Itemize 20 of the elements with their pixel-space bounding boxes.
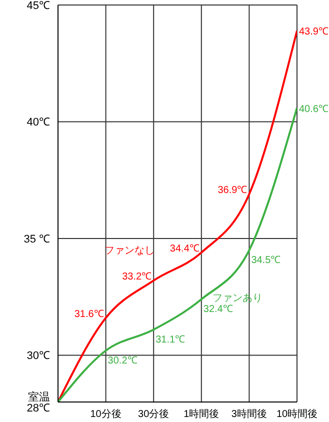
data-label: 33.2℃ xyxy=(122,272,152,283)
x-tick-label: 30分後 xyxy=(138,408,170,420)
y-tick-label: 45℃ xyxy=(26,0,50,12)
data-label: 32.4℃ xyxy=(203,304,233,316)
data-label: 31.6℃ xyxy=(74,308,104,320)
data-label: 34.5℃ xyxy=(251,255,281,266)
data-label: 30.2℃ xyxy=(108,356,138,367)
y-tick-label: 室温 28℃ xyxy=(26,390,50,414)
data-label: 43.9℃ xyxy=(299,26,328,38)
data-label: 31.1℃ xyxy=(156,334,186,346)
x-tick-label: 1時間後 xyxy=(184,408,220,420)
data-label: 34.4℃ xyxy=(170,244,200,255)
data-label: 36.9℃ xyxy=(218,185,248,196)
x-tick-label: 10分後 xyxy=(90,408,122,420)
x-tick-label: 10時間後 xyxy=(276,408,318,420)
y-tick-label: 30℃ xyxy=(26,350,50,362)
x-tick-label: 3時間後 xyxy=(231,408,267,420)
data-label: 40.6℃ xyxy=(299,104,328,115)
y-tick-label: 35 ℃ xyxy=(24,233,50,246)
y-tick-label: 40℃ xyxy=(26,116,50,129)
